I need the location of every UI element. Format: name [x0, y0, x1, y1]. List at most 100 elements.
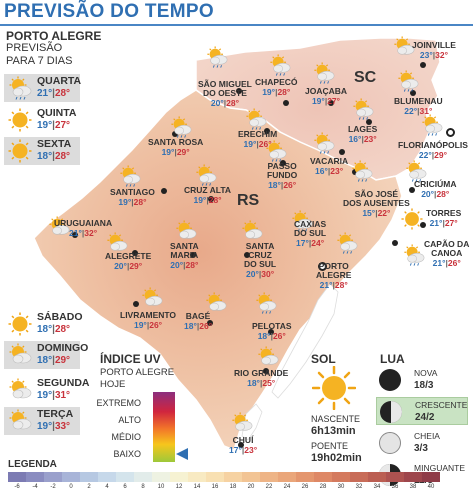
sun-rain-icon: [404, 160, 428, 182]
city-name-line: FLORIANÓPOLIS: [398, 140, 468, 150]
city-name: CRICIÚMA: [414, 180, 457, 189]
temp-min: 15°: [362, 208, 376, 218]
sun-rain-icon: [335, 232, 359, 254]
temp-min: 21°: [432, 258, 446, 268]
temp-min: 19°: [311, 96, 325, 106]
temp-max: 26°: [283, 180, 297, 190]
day-temps: 18°|28°: [37, 324, 70, 335]
city-temps: 22°|31°: [394, 106, 443, 116]
city-name-line: DO SUL: [294, 228, 327, 238]
legend-tick: 30: [337, 484, 345, 490]
temp-min: 22°: [404, 106, 418, 116]
sun-rain-icon: [194, 164, 218, 186]
temp-min: 20°: [210, 98, 224, 108]
state-label-rs: RS: [237, 192, 260, 209]
sun-cloud-icon: [7, 343, 33, 367]
sun-cloud-icon: [7, 409, 33, 433]
temp-separator: |: [183, 260, 186, 270]
temp-max: 31°: [54, 390, 71, 401]
temp-separator: |: [258, 269, 262, 279]
city-name: RIO GRANDE: [234, 369, 288, 378]
temp-max: 25°: [262, 378, 276, 388]
legend-tick: 14: [193, 484, 201, 490]
city-blumenau: BLUMENAU 22°|31°: [394, 97, 443, 117]
city-chapec-: CHAPECÓ 19°|28°: [255, 78, 298, 98]
temp-max: 29°: [176, 147, 190, 157]
city-name-line: DO SUL: [244, 259, 277, 269]
temp-separator: |: [275, 87, 278, 97]
temp-separator: |: [417, 106, 420, 116]
city-name: BLUMENAU: [394, 97, 443, 106]
city-marker: [190, 252, 196, 258]
temp-max: 29°: [129, 261, 143, 271]
sun-icon: [7, 139, 33, 163]
temp-min: 22°: [418, 150, 432, 160]
city-name: ERECHIM: [238, 130, 277, 139]
day-temps: 19°|27°: [37, 120, 70, 131]
city-name-line: BLUMENAU: [394, 96, 443, 106]
city-temps: 19°|26°: [238, 139, 277, 149]
legend-title: LEGENDA: [8, 459, 57, 470]
sun-rain-icon: [118, 165, 142, 187]
temp-separator: |: [223, 98, 227, 108]
city-livramento: LIVRAMENTO 19°|26°: [120, 311, 176, 331]
new-moon-icon: [379, 369, 401, 391]
temp-separator: |: [332, 280, 335, 290]
city-marker: [208, 196, 214, 202]
city-marker: [172, 131, 178, 137]
temp-min: 19°: [37, 390, 53, 401]
legend-color-cell: [278, 472, 296, 482]
temp-separator: |: [81, 228, 85, 238]
city-temps: 19°|26°: [120, 320, 176, 330]
city-name: PASSO FUNDO: [267, 162, 297, 180]
city-santa-maria: SANTA MARIA 20°|28°: [170, 242, 199, 271]
legend-tick: 8: [141, 484, 145, 490]
temp-min: 19°: [262, 87, 276, 97]
uv-scale-bar: [153, 392, 175, 462]
moon-phase-date: 18/3: [414, 380, 434, 391]
legend-tick: -4: [32, 484, 38, 490]
legend-color-cell: [332, 472, 350, 482]
city-joa-aba: JOAÇABA 19°|27°: [305, 87, 347, 107]
legend-tick: 24: [283, 484, 291, 490]
temp-max: 28°: [226, 98, 239, 108]
temp-separator: |: [259, 378, 263, 388]
city-name: LIVRAMENTO: [120, 311, 176, 320]
city-s-o-miguel-do-oeste: SÃO MIGUEL DO OESTE 20°|28°: [198, 80, 252, 109]
city-santa-rosa: SANTA ROSA 19°|29°: [148, 138, 203, 158]
city-name-line: LIVRAMENTO: [120, 310, 177, 320]
day-name: SEXTA: [37, 138, 72, 150]
legend-tick: 20: [247, 484, 255, 490]
city-name: SÃO MIGUEL DO OESTE: [198, 80, 252, 98]
city-marker: [392, 240, 398, 246]
temp-min: 18°: [257, 331, 271, 341]
day-temps: 19°|31°: [37, 390, 70, 401]
temp-min: 17°: [229, 445, 242, 455]
city-rio-grande: RIO GRANDE 18°|25°: [234, 369, 288, 389]
city-marker: [409, 187, 415, 193]
day-temps: 18°|29°: [37, 355, 70, 366]
sun-cloud-icon: [174, 220, 198, 242]
city-name-line: SÃO MIGUEL: [198, 79, 252, 89]
legend-tick: 2: [87, 484, 91, 490]
sun-rain-icon: [268, 54, 292, 76]
temp-min: 21°: [37, 88, 53, 99]
city-name-line: VACARIA: [310, 156, 349, 166]
temp-separator: |: [52, 151, 55, 162]
temp-max: 28°: [185, 260, 199, 270]
city-temps: 19°|28°: [184, 195, 231, 205]
city-crici-ma: CRICIÚMA 20°|28°: [414, 180, 457, 200]
legend-color-cell: [224, 472, 242, 482]
city-marker: [263, 368, 269, 374]
city-temps: 17°|24°: [294, 238, 326, 248]
city-temps: 16°|23°: [310, 166, 348, 176]
city-name: URUGUAIANA: [54, 219, 112, 228]
city-name-line: CRUZ ALTA: [184, 185, 232, 195]
legend-color-cell: [80, 472, 98, 482]
temp-max: 26°: [447, 258, 461, 268]
legend-color-cell: [386, 472, 404, 482]
temp-min: 21°: [68, 228, 82, 238]
city-name-line: ALEGRE: [316, 270, 352, 280]
temp-separator: |: [280, 180, 284, 190]
temp-separator: |: [174, 147, 177, 157]
